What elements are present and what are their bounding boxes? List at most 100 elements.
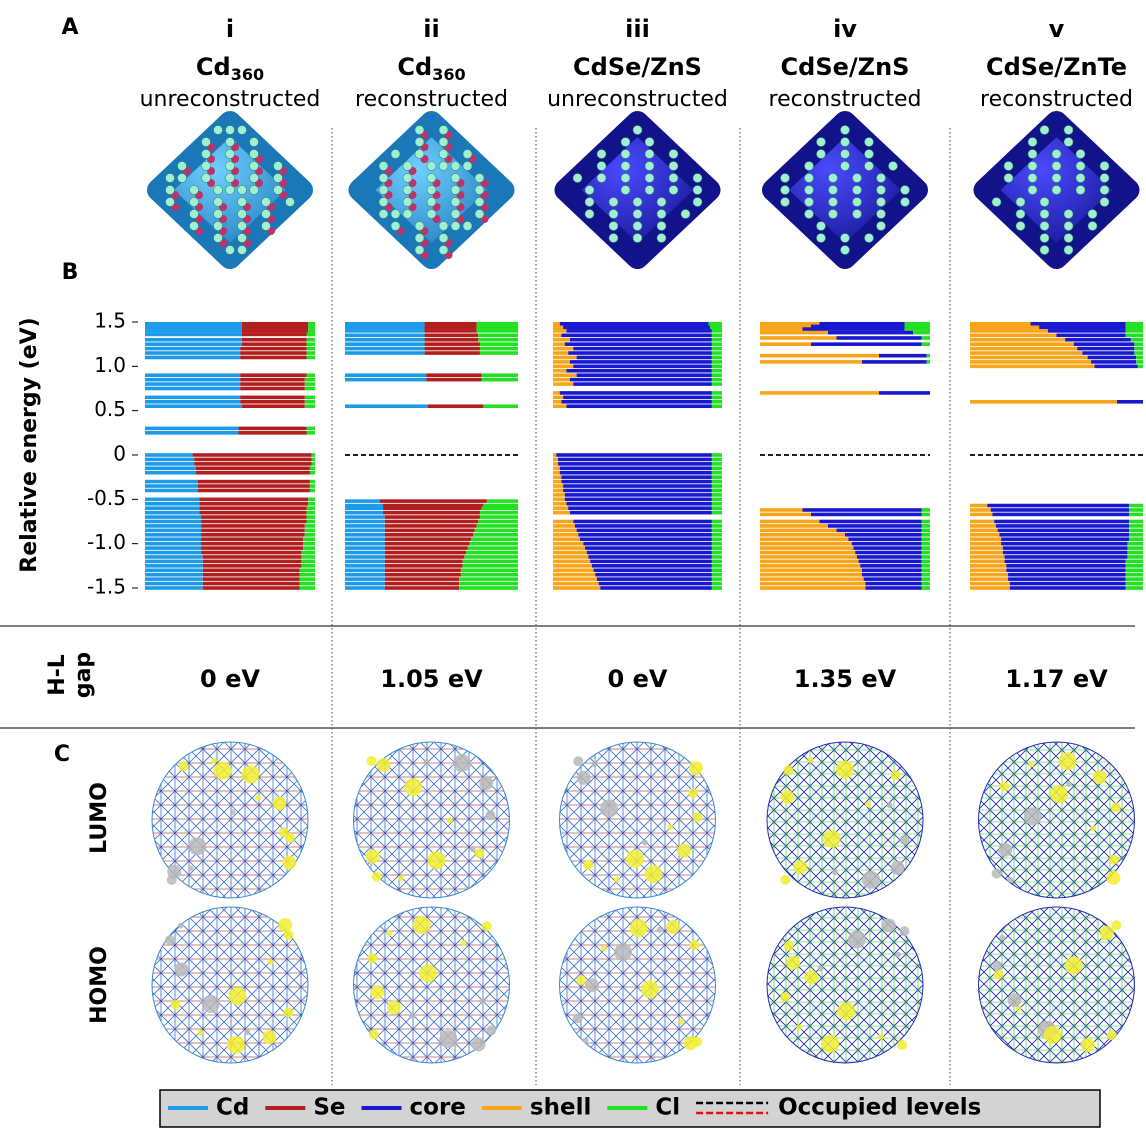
level-segment: [307, 351, 316, 355]
orbital-lobe: [793, 860, 807, 874]
orbital-lobe: [832, 869, 838, 875]
level-segment: [345, 347, 425, 351]
gap-value: 0 eV: [608, 665, 668, 693]
level-segment: [1057, 334, 1126, 338]
level-segment: [561, 480, 711, 484]
level-segment: [239, 431, 307, 435]
level-segment: [553, 347, 573, 351]
level-segment: [553, 498, 565, 502]
level-segment: [760, 582, 865, 586]
orbital-lobe: [202, 995, 220, 1013]
level-segment: [1126, 564, 1143, 568]
atom: [609, 234, 618, 243]
level-segment: [199, 498, 308, 502]
atom: [865, 234, 874, 243]
level-segment: [970, 577, 1008, 581]
atom: [415, 126, 424, 135]
atom: [1076, 162, 1085, 171]
level-segment: [922, 560, 931, 564]
level-segment: [480, 515, 518, 519]
orbital-lobe: [1044, 1026, 1062, 1044]
level-segment: [760, 568, 862, 572]
level-segment: [864, 577, 922, 581]
level-segment: [1129, 533, 1143, 537]
level-segment: [760, 586, 865, 590]
atom: [1076, 174, 1085, 183]
orbital-lobe: [272, 796, 286, 810]
orbital-lobe: [1058, 752, 1076, 770]
orbital-lobe: [255, 795, 261, 801]
column-numeral: iii: [625, 15, 650, 43]
level-segment: [553, 351, 568, 355]
level-segment: [198, 489, 310, 493]
atom: [427, 174, 436, 183]
level-segment: [970, 542, 1001, 546]
level-segment: [594, 568, 712, 572]
atom: [1100, 174, 1109, 183]
orbital-lobe: [689, 761, 703, 775]
atom: [427, 198, 436, 207]
atom: [1040, 198, 1049, 207]
level-segment: [565, 493, 712, 497]
level-segment: [712, 511, 722, 515]
atom: [621, 174, 630, 183]
level-segment: [201, 515, 306, 519]
atom: [214, 198, 223, 207]
atom: [1088, 222, 1097, 231]
level-segment: [478, 520, 518, 524]
level-segment: [811, 342, 922, 346]
atom: [463, 150, 472, 159]
level-segment: [970, 586, 1010, 590]
atom: [621, 138, 630, 147]
level-segment: [1126, 568, 1143, 572]
atom: [439, 162, 448, 171]
level-segment: [970, 347, 1077, 351]
atom: [829, 174, 838, 183]
atom: [805, 174, 814, 183]
orbital-lobe: [366, 850, 380, 864]
level-segment: [553, 480, 561, 484]
level-segment: [760, 360, 862, 364]
level-segment: [553, 378, 570, 382]
atom: [202, 162, 211, 171]
level-segment: [592, 564, 712, 568]
orbital-lobe: [644, 865, 662, 883]
orbital-lobe: [398, 875, 404, 881]
level-segment: [970, 564, 1006, 568]
orbital-lobe: [1106, 871, 1120, 885]
atom: [403, 198, 412, 207]
orbital-lobe: [999, 781, 1009, 791]
level-segment: [305, 524, 315, 528]
atom: [633, 234, 642, 243]
orbital-lobe: [1024, 807, 1042, 825]
panel-label: B: [62, 260, 79, 285]
atom: [1004, 162, 1013, 171]
level-segment: [922, 546, 931, 550]
level-segment: [712, 467, 722, 471]
level-segment: [922, 533, 931, 537]
level-segment: [803, 508, 922, 512]
level-segment: [760, 537, 848, 541]
level-segment: [970, 513, 992, 517]
level-segment: [553, 396, 563, 400]
y-tick-label: -1.0: [87, 530, 126, 554]
level-segment: [553, 334, 561, 338]
atom: [214, 126, 223, 135]
level-segment: [345, 568, 385, 572]
level-segment: [570, 360, 712, 364]
level-segment: [240, 351, 306, 355]
atom: [190, 210, 199, 219]
level-segment: [476, 326, 518, 330]
level-segment: [862, 568, 922, 572]
level-segment: [308, 326, 315, 330]
y-tick-label: 1.0: [94, 353, 126, 377]
level-segment: [307, 520, 316, 524]
level-segment: [760, 551, 855, 555]
y-axis-label: Relative energy (eV): [17, 317, 42, 572]
level-segment: [463, 564, 518, 568]
level-segment: [553, 471, 560, 475]
level-segment: [145, 568, 203, 572]
level-segment: [310, 489, 315, 493]
level-segment: [385, 586, 459, 590]
level-segment: [991, 508, 1129, 512]
